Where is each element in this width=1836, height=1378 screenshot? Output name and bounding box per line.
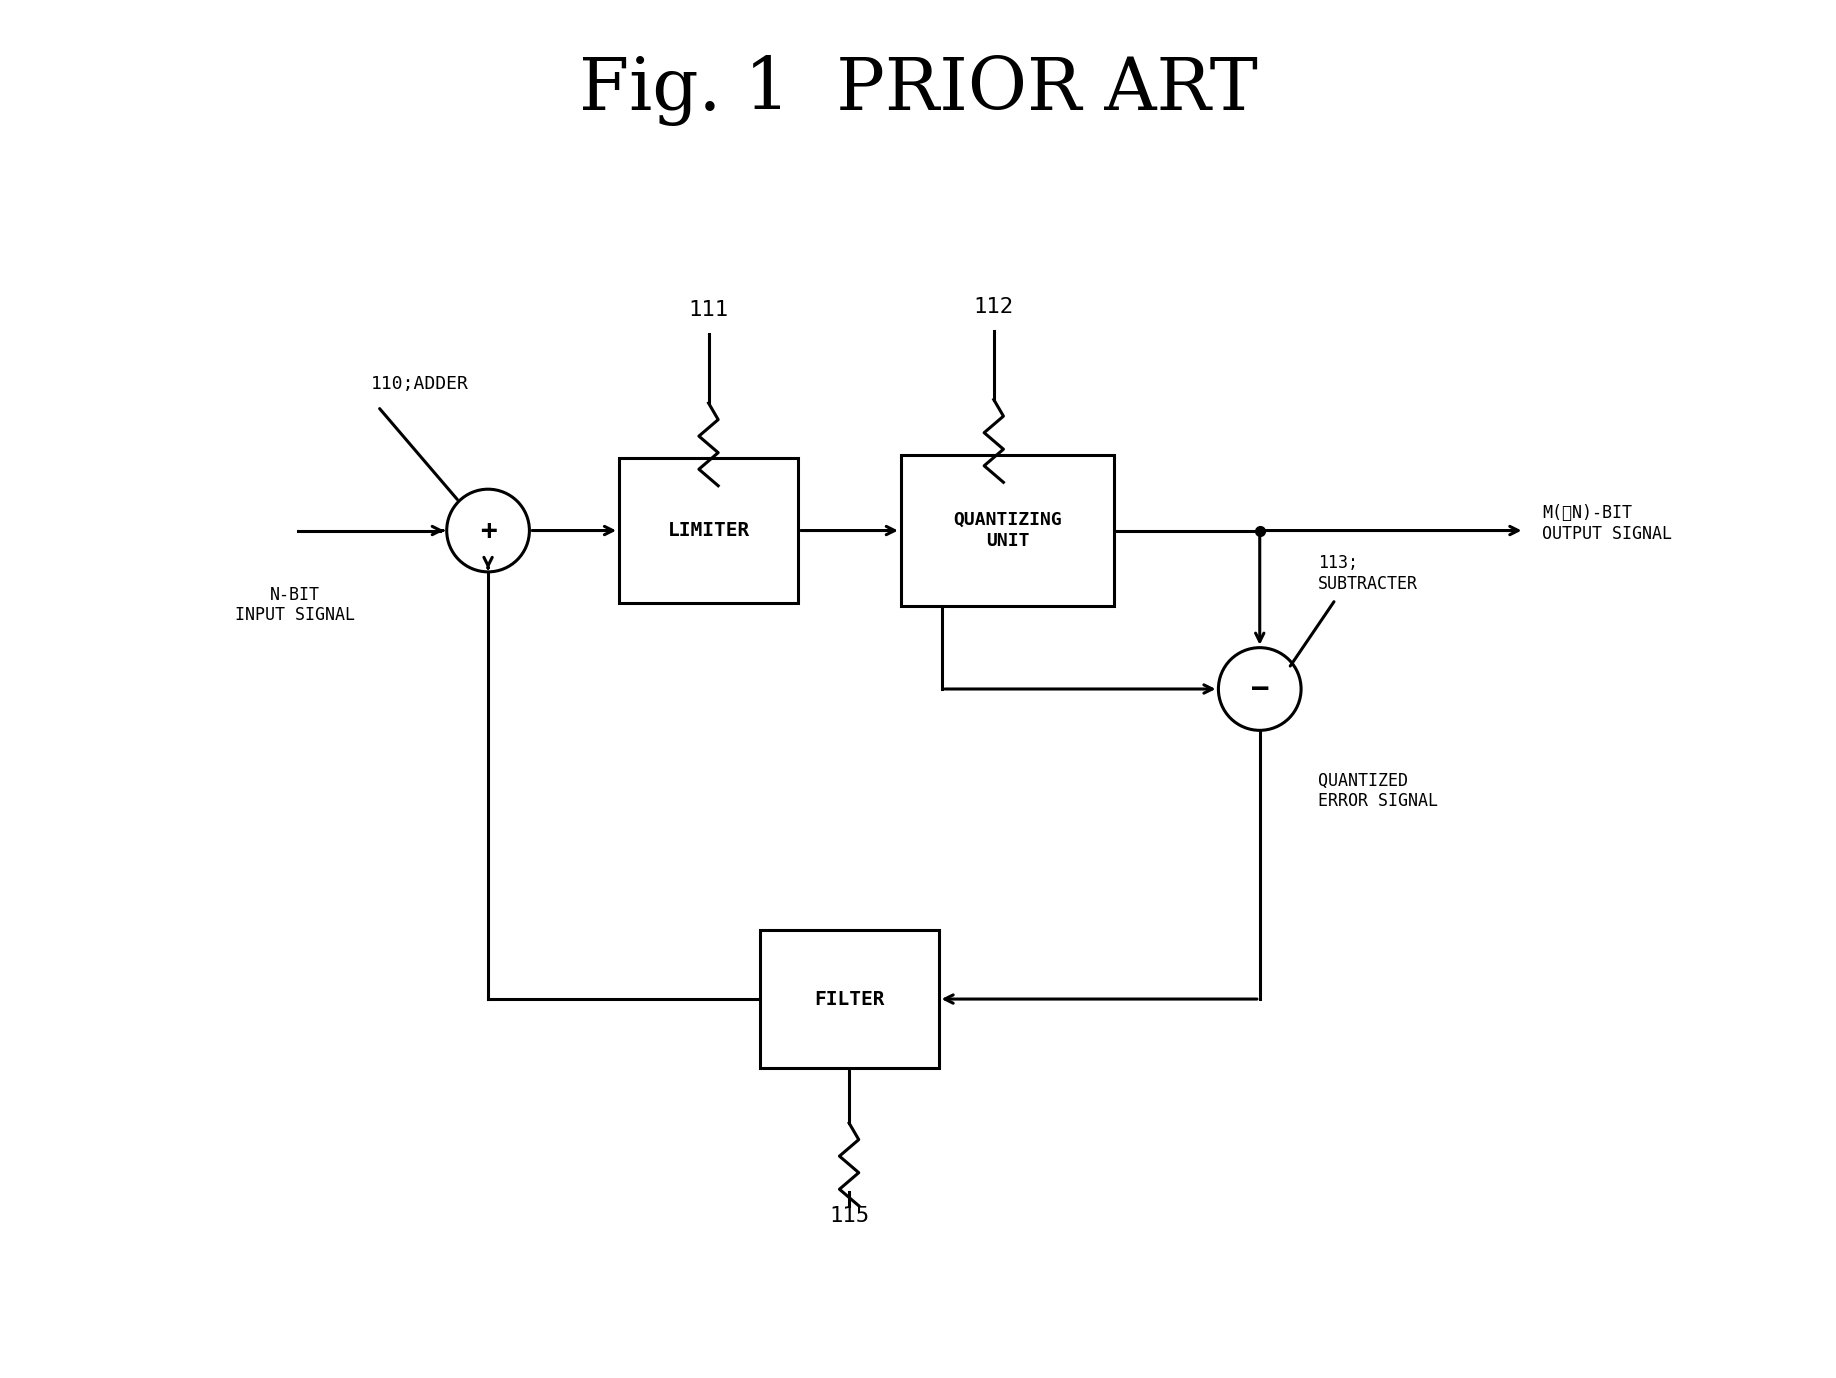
Text: 113;
SUBTRACTER: 113; SUBTRACTER: [1318, 554, 1417, 593]
FancyBboxPatch shape: [901, 455, 1114, 606]
Text: M(≪N)-BIT
OUTPUT SIGNAL: M(≪N)-BIT OUTPUT SIGNAL: [1542, 504, 1673, 543]
Text: Fig. 1  PRIOR ART: Fig. 1 PRIOR ART: [578, 55, 1258, 127]
Text: 115: 115: [830, 1206, 868, 1226]
Text: FILTER: FILTER: [813, 989, 885, 1009]
FancyBboxPatch shape: [619, 459, 799, 604]
FancyBboxPatch shape: [760, 930, 938, 1068]
Text: QUANTIZING
UNIT: QUANTIZING UNIT: [953, 511, 1061, 550]
Text: 110;ADDER: 110;ADDER: [371, 375, 468, 393]
Text: 111: 111: [688, 300, 729, 321]
Text: LIMITER: LIMITER: [668, 521, 749, 540]
Text: QUANTIZED
ERROR SIGNAL: QUANTIZED ERROR SIGNAL: [1318, 772, 1438, 810]
Text: −: −: [1250, 674, 1269, 704]
Text: N-BIT
INPUT SIGNAL: N-BIT INPUT SIGNAL: [235, 586, 354, 624]
Text: 112: 112: [973, 296, 1013, 317]
Circle shape: [1219, 648, 1302, 730]
Circle shape: [446, 489, 529, 572]
Text: +: +: [479, 517, 496, 544]
